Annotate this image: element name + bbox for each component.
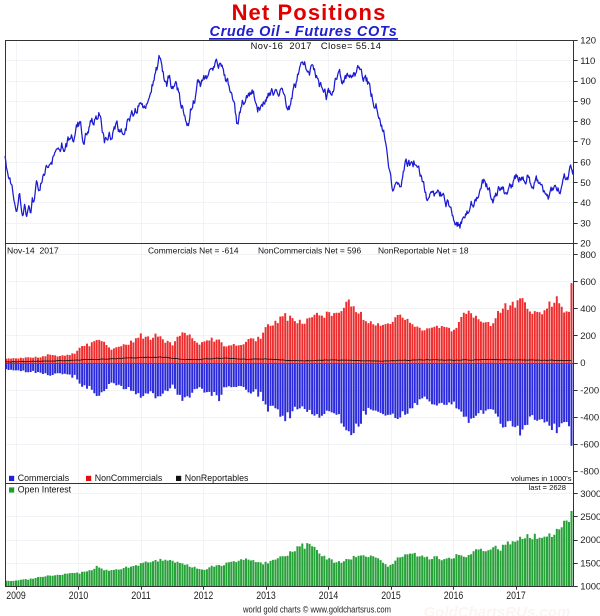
- svg-text:NonReportable Net = 18: NonReportable Net = 18: [378, 245, 469, 255]
- svg-text:2011: 2011: [131, 590, 151, 602]
- svg-text:800: 800: [580, 250, 596, 261]
- svg-text:200: 200: [580, 331, 596, 342]
- svg-text:Crude Oil - Futures COTs: Crude Oil - Futures COTs: [210, 24, 398, 40]
- svg-text:40: 40: [580, 198, 591, 209]
- svg-text:2500: 2500: [580, 512, 600, 523]
- svg-text:Commercials: Commercials: [18, 473, 70, 483]
- svg-text:volumes in 1000's: volumes in 1000's: [511, 474, 572, 483]
- svg-text:3000: 3000: [580, 489, 600, 500]
- svg-text:NonReportables: NonReportables: [185, 473, 249, 483]
- svg-text:20: 20: [580, 239, 591, 250]
- svg-text:2000: 2000: [580, 535, 600, 546]
- svg-text:NonCommercials: NonCommercials: [95, 473, 163, 483]
- svg-text:2015: 2015: [381, 590, 401, 602]
- svg-text:Net Positions: Net Positions: [232, 0, 387, 25]
- svg-text:2014: 2014: [319, 590, 339, 602]
- svg-text:110: 110: [580, 56, 595, 67]
- svg-text:-200: -200: [580, 385, 599, 396]
- svg-text:2010: 2010: [69, 590, 89, 602]
- svg-text:-400: -400: [580, 412, 599, 423]
- svg-text:60: 60: [580, 158, 591, 169]
- svg-text:70: 70: [580, 137, 591, 148]
- svg-text:30: 30: [580, 218, 591, 229]
- svg-text:NonCommercials Net = 596: NonCommercials Net = 596: [258, 245, 361, 255]
- svg-text:last = 2628: last = 2628: [529, 483, 566, 492]
- svg-text:2017: 2017: [506, 590, 526, 602]
- svg-text:120: 120: [580, 36, 596, 47]
- svg-text:90: 90: [580, 97, 591, 108]
- svg-text:-600: -600: [580, 440, 599, 451]
- svg-text:-800: -800: [580, 467, 599, 478]
- svg-text:0: 0: [580, 358, 585, 369]
- svg-text:2009: 2009: [6, 590, 26, 602]
- svg-text:Commercials Net = -614: Commercials Net = -614: [148, 245, 239, 255]
- svg-text:1500: 1500: [580, 558, 600, 569]
- svg-text:2016: 2016: [444, 590, 464, 602]
- svg-text:2013: 2013: [256, 590, 276, 602]
- svg-text:world gold charts © www.goldch: world gold charts © www.goldchartsrus.co…: [242, 604, 391, 614]
- svg-text:1000: 1000: [580, 581, 600, 592]
- svg-text:600: 600: [580, 277, 596, 288]
- svg-text:80: 80: [580, 117, 591, 128]
- svg-text:Nov-14 2017: Nov-14 2017: [7, 245, 59, 255]
- svg-text:2012: 2012: [194, 590, 214, 602]
- svg-text:50: 50: [580, 178, 591, 189]
- svg-text:GoldChartsRUs.com: GoldChartsRUs.com: [424, 604, 571, 616]
- svg-text:100: 100: [580, 76, 596, 87]
- svg-text:Nov-16 2017 Close= 55.14: Nov-16 2017 Close= 55.14: [251, 41, 382, 51]
- svg-text:400: 400: [580, 304, 596, 315]
- svg-text:Open Interest: Open Interest: [18, 485, 72, 495]
